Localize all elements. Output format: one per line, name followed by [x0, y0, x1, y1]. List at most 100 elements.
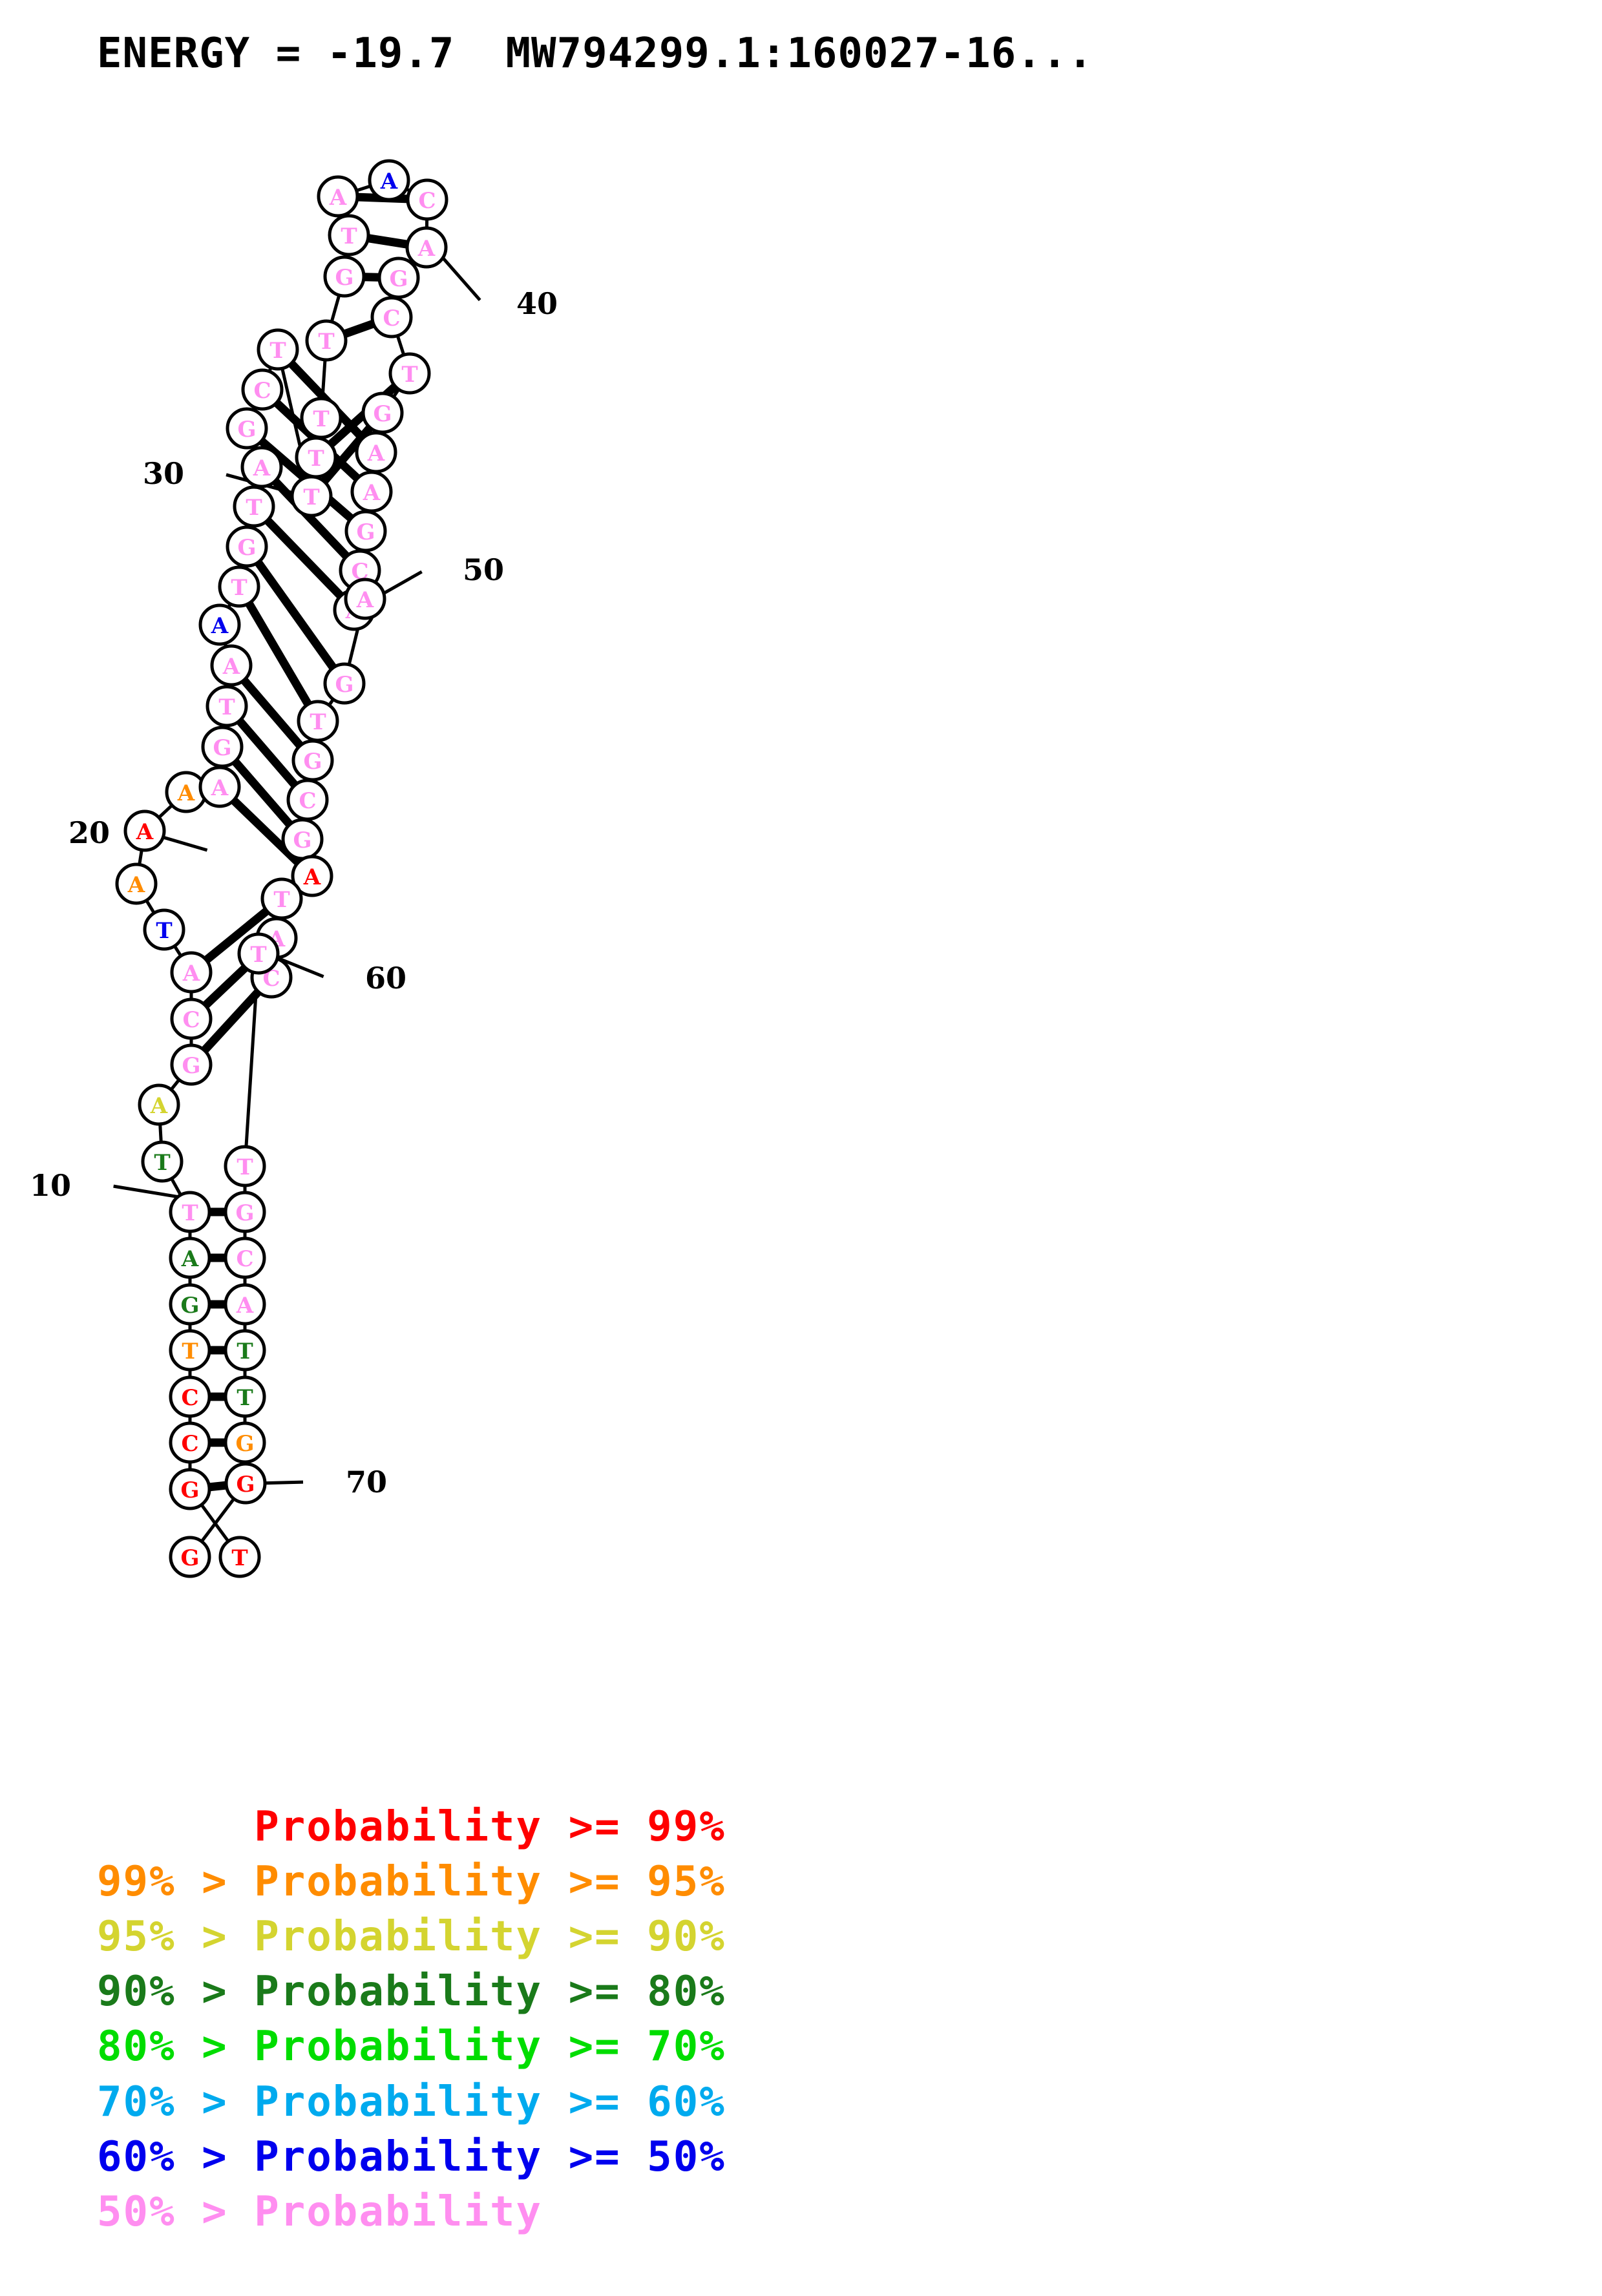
- nucleotide-letter: T: [401, 362, 417, 388]
- nucleotide-14: T: [145, 910, 184, 949]
- nucleotide-letter: T: [246, 495, 262, 521]
- position-label-30: 30: [143, 456, 184, 491]
- nucleotide-16: A: [125, 811, 164, 850]
- nucleotide-35: T: [330, 216, 368, 255]
- position-leader-line: [114, 1186, 185, 1198]
- nucleotide-letter: G: [235, 1431, 254, 1457]
- nucleotide-letter: T: [308, 446, 324, 472]
- nucleotide-letter: A: [303, 864, 321, 890]
- nucleotide-letter: C: [253, 378, 271, 404]
- base-pair-bond: [366, 238, 410, 245]
- nucleotide-letter: A: [177, 780, 195, 806]
- nucleotide-letter: A: [211, 613, 229, 639]
- nucleotide-13: A: [172, 953, 211, 992]
- nucleotide-61: G: [226, 1193, 264, 1231]
- nucleotide-letter: A: [150, 1093, 168, 1119]
- nucleotide-letter: G: [303, 749, 322, 775]
- nucleotide-31: T: [297, 438, 335, 477]
- legend-row-3: 90% > Probability >= 80%: [0, 1965, 1602, 2019]
- backbone-segment: [357, 186, 371, 191]
- nucleotide-letter: G: [335, 672, 353, 698]
- nucleotide-letter: G: [373, 401, 392, 427]
- legend-row-4: 80% > Probability >= 70%: [0, 2019, 1602, 2074]
- nucleotide-54: G: [283, 820, 322, 859]
- nucleotide-28: C: [243, 370, 282, 409]
- nucleotide-62: C: [226, 1238, 264, 1277]
- position-leader-line: [385, 572, 422, 592]
- nucleotide-letter: A: [127, 872, 145, 898]
- position-leader-line: [444, 259, 480, 300]
- nucleotide-letter: T: [237, 1339, 253, 1364]
- nucleotide-letter: T: [182, 1339, 198, 1364]
- nucleotide-37: A: [370, 161, 408, 200]
- nucleotide-letter: C: [182, 1007, 200, 1033]
- nucleotide-letter: T: [313, 406, 329, 432]
- legend-row-7: 50% > Probability: [0, 2185, 1602, 2240]
- nucleotide-46: G: [346, 512, 385, 550]
- legend-row-5: 70% > Probability >= 60%: [0, 2075, 1602, 2130]
- nucleotide-letter: T: [341, 224, 357, 249]
- nucleotide-4: C: [171, 1377, 209, 1416]
- nucleotide-7: A: [171, 1238, 209, 1277]
- nucleotide-letter: T: [269, 338, 286, 364]
- backbone-segment: [332, 295, 339, 322]
- nucleotide-letter: C: [181, 1385, 198, 1411]
- nucleotide-letter: A: [380, 169, 398, 194]
- nucleotide-51: T: [299, 702, 337, 740]
- nucleotide-42: T: [390, 354, 429, 393]
- nucleotide-letter: T: [303, 485, 319, 510]
- nucleotide-29: T: [258, 330, 297, 369]
- legend-row-2: 95% > Probability >= 90%: [0, 1910, 1602, 1965]
- nucleotide-68: G: [171, 1538, 209, 1576]
- nucleotide-letter: G: [389, 266, 408, 292]
- nucleotide-letter: G: [180, 1545, 199, 1571]
- nucleotide-1: T: [220, 1538, 259, 1576]
- nucleotide-letter: C: [236, 1246, 253, 1272]
- nucleotide-letter: T: [318, 329, 334, 355]
- nucleotide-letter: A: [356, 587, 374, 613]
- nucleotide-33: T: [307, 321, 346, 360]
- nucleotide-10: A: [140, 1085, 178, 1124]
- backbone-segment: [174, 946, 181, 955]
- nucleotide-36: A: [319, 177, 357, 216]
- nucleotide-letter: T: [237, 1385, 253, 1411]
- nucleotide-27: G: [227, 409, 266, 448]
- nucleotide-30: T: [292, 477, 331, 516]
- nucleotide-letter: A: [222, 654, 240, 680]
- nucleotide-letter: G: [335, 265, 353, 291]
- nucleotide-6: G: [171, 1285, 209, 1324]
- nucleotide-letter: A: [211, 775, 229, 801]
- nucleotide-12: C: [172, 999, 211, 1038]
- nucleotide-23: T: [220, 567, 258, 606]
- nucleotide-65: T: [226, 1377, 264, 1416]
- nucleotide-letter: T: [237, 1154, 253, 1180]
- nucleotide-letter: G: [356, 519, 375, 545]
- backbone-segment: [397, 336, 404, 355]
- legend-row-0: Probability >= 99%: [0, 1800, 1602, 1855]
- nucleotide-41: C: [372, 298, 411, 337]
- backbone-segment: [171, 1080, 179, 1089]
- nucleotide-63: A: [226, 1285, 264, 1324]
- nucleotide-letter: A: [253, 455, 271, 481]
- nucleotide-67: G: [226, 1464, 265, 1503]
- nucleotide-2: G: [171, 1470, 209, 1508]
- nucleotide-letter: G: [180, 1293, 199, 1319]
- nucleotide-40: G: [379, 258, 418, 297]
- base-pair-bond: [342, 323, 375, 335]
- nucleotide-19: G: [203, 727, 242, 766]
- backbone-segment: [140, 850, 142, 865]
- position-label-60: 60: [365, 961, 406, 996]
- nucleotide-53: C: [288, 780, 327, 819]
- nucleotide-letter: T: [273, 887, 290, 913]
- position-leader-line: [266, 1482, 303, 1483]
- nucleotide-64: T: [226, 1331, 264, 1370]
- nucleotide-letter: G: [213, 735, 231, 761]
- position-label-70: 70: [346, 1465, 387, 1499]
- nucleotide-26: A: [242, 448, 281, 486]
- nucleotide-letter: G: [237, 417, 256, 443]
- nucleotide-34: G: [325, 257, 364, 296]
- nucleotide-letter: A: [136, 819, 154, 845]
- nucleotide-45: A: [352, 472, 391, 511]
- nucleotide-letter: T: [250, 942, 266, 968]
- position-label-20: 20: [69, 815, 110, 850]
